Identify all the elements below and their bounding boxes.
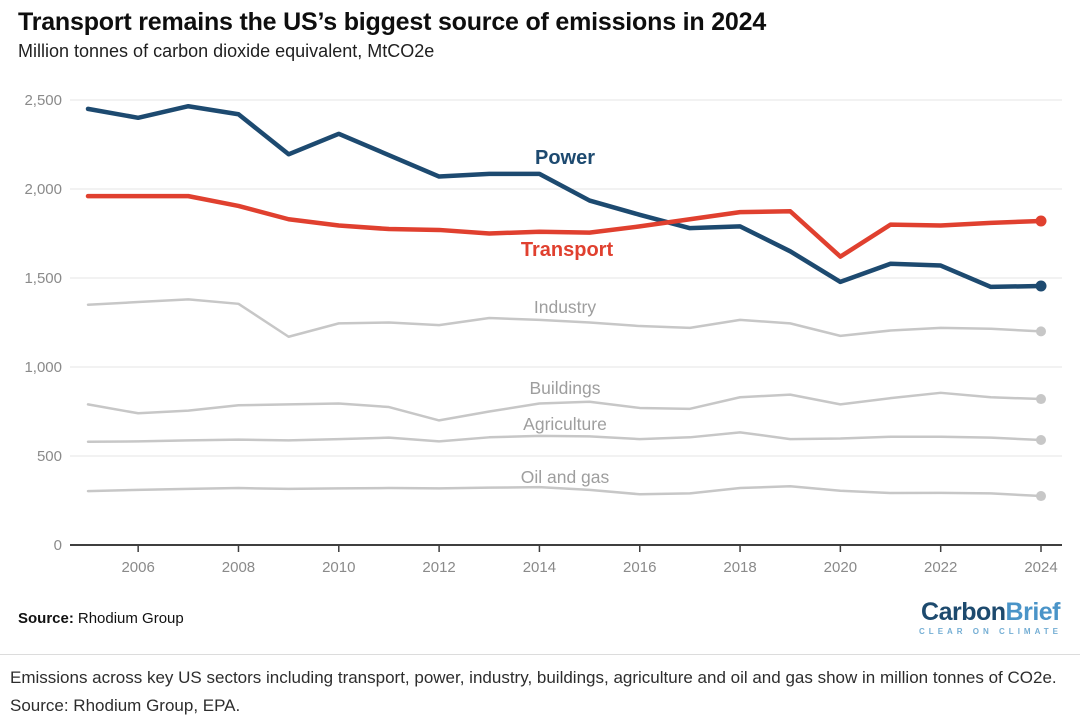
series-endpoint-transport xyxy=(1035,215,1047,227)
logo-carbon: Carbon xyxy=(921,598,1006,626)
series-label-oil-and-gas: Oil and gas xyxy=(521,467,610,487)
series-endpoint-agriculture xyxy=(1036,434,1046,445)
series-label-power: Power xyxy=(535,147,595,169)
source-label: Source: xyxy=(18,610,74,627)
x-tick-label: 2012 xyxy=(422,559,455,576)
y-tick-label: 2,500 xyxy=(24,92,62,109)
x-tick-label: 2008 xyxy=(222,559,255,576)
chart-footer: Source: Rhodium Group CarbonBrief CLEAR O… xyxy=(0,596,1080,648)
logo-wordmark: CarbonBrief xyxy=(919,598,1062,626)
carbonbrief-logo: CarbonBrief CLEAR ON CLIMATE xyxy=(919,598,1062,636)
chart-figure: Transport remains the US’s biggest sourc… xyxy=(0,8,1080,648)
logo-brief: Brief xyxy=(1005,598,1061,626)
series-label-buildings: Buildings xyxy=(529,378,600,398)
y-tick-label: 1,500 xyxy=(24,270,62,287)
y-tick-label: 0 xyxy=(54,537,62,554)
series-endpoint-oil-and-gas xyxy=(1036,491,1046,502)
logo-tagline: CLEAR ON CLIMATE xyxy=(919,627,1062,636)
series-endpoint-buildings xyxy=(1036,394,1046,405)
series-label-transport: Transport xyxy=(521,239,614,261)
x-tick-label: 2014 xyxy=(523,559,556,576)
y-tick-label: 500 xyxy=(37,448,62,465)
series-label-agriculture: Agriculture xyxy=(523,414,607,434)
x-tick-label: 2024 xyxy=(1024,559,1057,576)
series-endpoint-industry xyxy=(1036,326,1046,337)
caption: Emissions across key US sectors includin… xyxy=(10,668,1057,715)
x-tick-label: 2006 xyxy=(121,559,154,576)
series-line-oil-and-gas xyxy=(86,485,1043,498)
x-tick-label: 2022 xyxy=(924,559,957,576)
series-line-transport xyxy=(85,193,1044,259)
x-tick-label: 2018 xyxy=(723,559,756,576)
x-tick-label: 2020 xyxy=(824,559,857,576)
series-endpoint-power xyxy=(1035,280,1047,292)
x-tick-label: 2010 xyxy=(322,559,355,576)
series-line-power xyxy=(85,103,1044,290)
series-line-industry xyxy=(86,298,1043,338)
caption-strip: Emissions across key US sectors includin… xyxy=(0,654,1080,723)
y-tick-label: 2,000 xyxy=(24,181,62,198)
series-label-industry: Industry xyxy=(534,297,596,317)
series-line-agriculture xyxy=(86,431,1043,444)
chart-title: Transport remains the US’s biggest sourc… xyxy=(18,8,767,36)
source-value: Rhodium Group xyxy=(77,610,184,627)
source-note: Source: Rhodium Group xyxy=(18,610,184,627)
y-tick-label: 1,000 xyxy=(24,359,62,376)
chart-subtitle: Million tonnes of carbon dioxide equival… xyxy=(18,41,435,61)
series-line-buildings xyxy=(86,391,1043,422)
line-chart: 0 500 1,000 1,500 2,000 2,500 2006 2008 2010 2012… xyxy=(24,92,1062,576)
x-tick-label: 2016 xyxy=(623,559,656,576)
